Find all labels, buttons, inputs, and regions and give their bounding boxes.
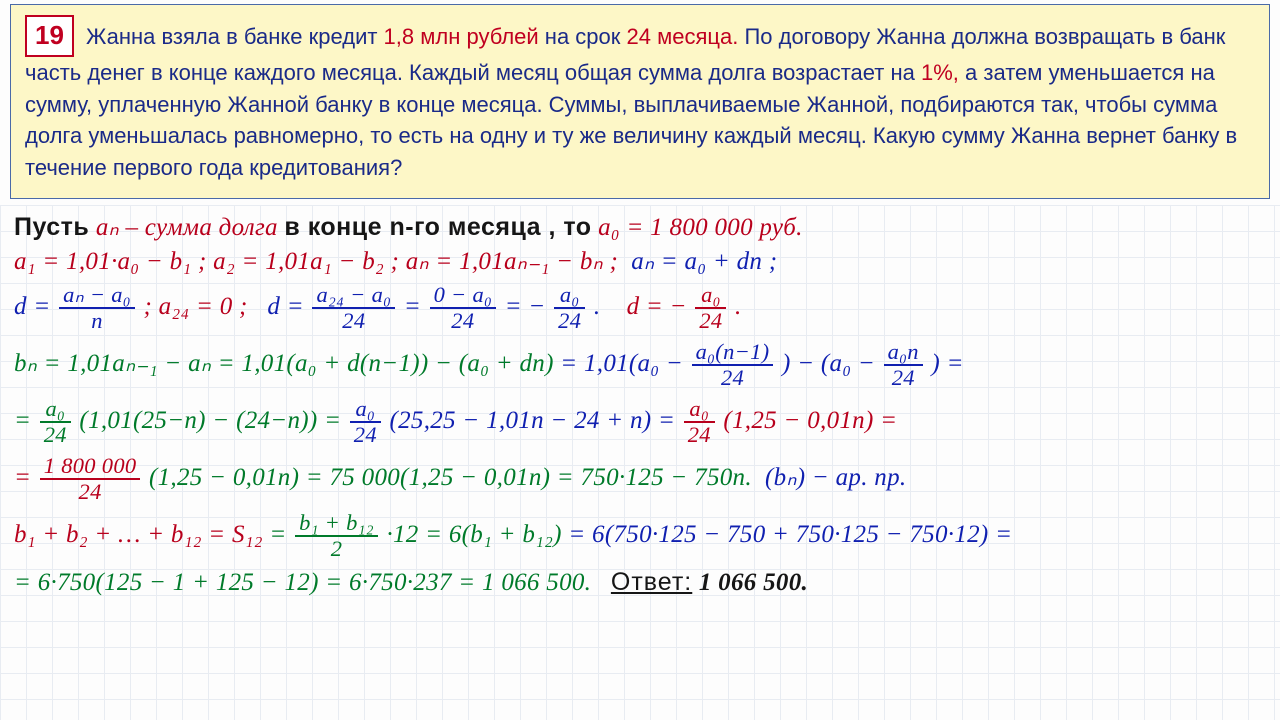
- problem-number: 19: [25, 15, 74, 57]
- solution-line-2: a₁ = 1,01·a₀ − b₁ ; a₂ = 1,01a₁ − b₂ ; a…: [14, 249, 1270, 275]
- solution-line-7: b₁ + b₂ + … + b₁₂ = S₁₂ = b₁ + b₁₂2 ·12 …: [14, 512, 1270, 561]
- answer-label: Ответ:: [611, 568, 692, 596]
- answer-value: 1 066 500.: [699, 569, 808, 596]
- solution-line-5: = a₀24 (1,01(25−n) − (24−n)) = a₀24 (25,…: [14, 398, 1270, 447]
- solution-line-1: Пусть aₙ – сумма долга в конце n-го меся…: [14, 214, 1270, 241]
- solution-line-3: d = aₙ − a₀n ; a₂₄ = 0 ; d = a₂₄ − a₀24 …: [14, 284, 1270, 333]
- solution-line-8: = 6·750(125 − 1 + 125 − 12) = 6·750·237 …: [14, 569, 1270, 596]
- problem-statement-box: 19 Жанна взяла в банке кредит 1,8 млн ру…: [10, 4, 1270, 199]
- loan-term: 24 месяца.: [627, 24, 739, 49]
- interest-rate: 1%,: [921, 60, 959, 85]
- handwritten-solution: Пусть aₙ – сумма долга в конце n-го меся…: [14, 214, 1270, 604]
- problem-text: Жанна взяла в банке кредит 1,8 млн рубле…: [25, 24, 1237, 180]
- solution-line-4: bₙ = 1,01aₙ₋₁ − aₙ = 1,01(a₀ + d(n−1)) −…: [14, 341, 1270, 390]
- loan-amount: 1,8 млн рублей: [384, 24, 539, 49]
- solution-line-6: = 1 800 00024 (1,25 − 0,01n) = 75 000(1,…: [14, 455, 1270, 504]
